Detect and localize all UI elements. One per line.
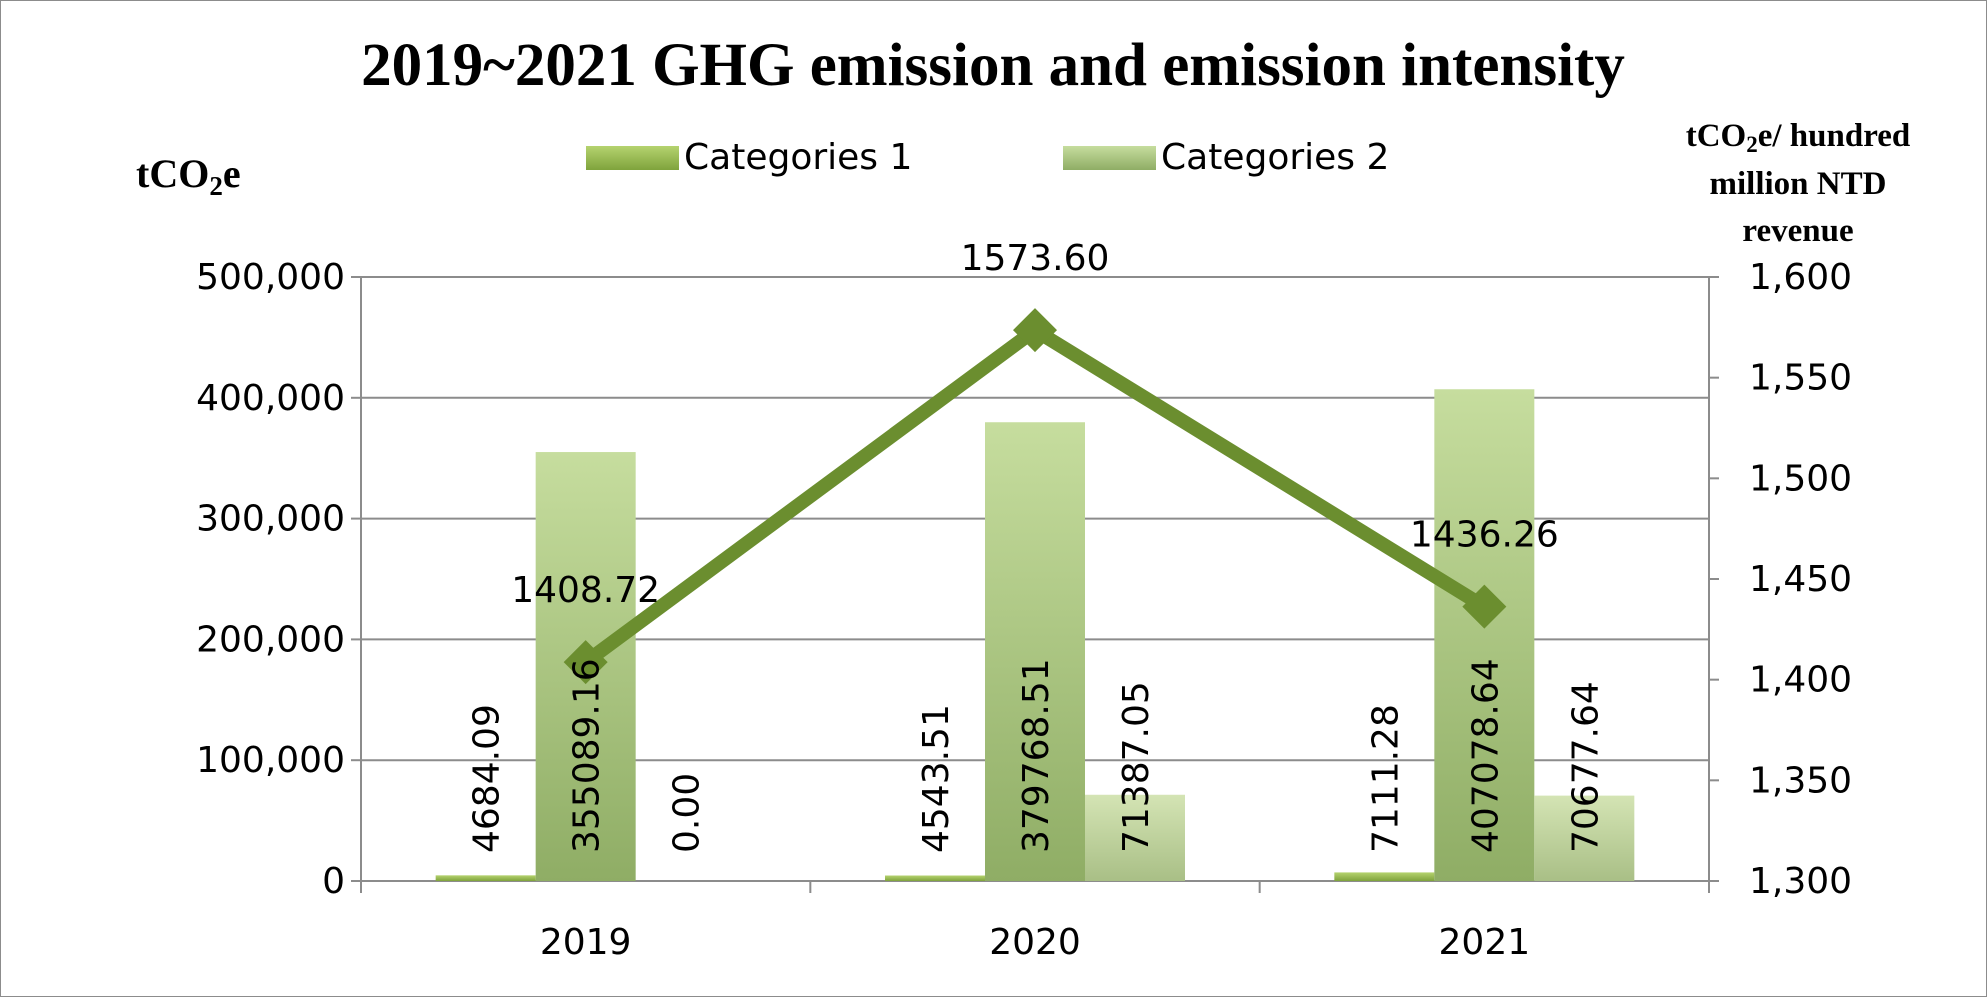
intensity-marker [563, 640, 608, 685]
bar [435, 875, 536, 881]
intensity-data-label: 1573.60 [961, 238, 1110, 279]
intensity-line [563, 308, 1507, 685]
x-tick-label: 2021 [1439, 922, 1531, 963]
y-right-title-tail: e/ hundred [1758, 118, 1911, 154]
y-right-title-main: tCO [1686, 118, 1747, 154]
y-left-tick-label: 500,000 [196, 257, 345, 298]
y-left-axis-title: tCO2e [136, 151, 241, 201]
legend-swatch-categories-2 [1063, 146, 1156, 170]
y-right-tick-label: 1,550 [1749, 358, 1852, 399]
chart-title: 2019~2021 GHG emission and emission inte… [361, 32, 1625, 99]
intensity-marker [1013, 308, 1057, 353]
legend-swatch-categories-1 [586, 146, 679, 170]
y-left-tick-label: 100,000 [196, 740, 345, 781]
legend-label-categories-2: Categories 2 [1161, 137, 1389, 178]
y-left-tick-label: 200,000 [196, 619, 345, 660]
bar-data-label: 70677.64 [1565, 681, 1606, 853]
y-right-axis-title-line1: tCO2e/ hundred [1686, 118, 1911, 157]
bar-data-label: 4543.51 [916, 704, 957, 853]
bar-data-label: 379768.51 [1016, 658, 1057, 853]
y-left-tick-label: 0 [322, 861, 345, 902]
bar-data-label: 7111.28 [1365, 704, 1406, 853]
intensity-data-label: 1436.26 [1410, 515, 1559, 556]
y-right-tick-label: 1,400 [1749, 660, 1852, 701]
bars [435, 389, 1635, 881]
legend-label-categories-1: Categories 1 [684, 137, 912, 178]
y-left-title-tail: e [223, 151, 241, 196]
legend: Categories 1 Categories 2 [586, 137, 1389, 178]
y-left-title-sub: 2 [209, 171, 223, 201]
y-right-title-sub: 2 [1746, 132, 1758, 157]
x-tick-label: 2019 [540, 922, 632, 963]
bar [1434, 389, 1535, 881]
axes: 0 100,000 200,000 300,000 400,000 500,000 1,30… [196, 257, 1852, 963]
bar-data-label: 355089.16 [567, 658, 608, 853]
y-right-axis-title-line2: million NTD [1710, 166, 1887, 202]
bar-data-label: 4684.09 [467, 704, 508, 853]
bar-data-label: 407078.64 [1465, 658, 1506, 853]
y-left-tick-label: 400,000 [196, 378, 345, 419]
y-right-axis-title-line3: revenue [1742, 213, 1853, 249]
bar [1534, 795, 1635, 881]
bar [1334, 872, 1435, 881]
bar [985, 422, 1085, 881]
y-right-tick-label: 1,450 [1749, 559, 1852, 600]
y-left-tick-label: 300,000 [196, 499, 345, 540]
bar-data-label: 71387.05 [1116, 681, 1157, 853]
y-right-tick-label: 1,500 [1749, 458, 1852, 499]
y-right-tick-label: 1,600 [1749, 257, 1852, 298]
x-tick-label: 2020 [989, 922, 1081, 963]
y-right-tick-label: 1,300 [1749, 861, 1852, 902]
y-left-title-main: tCO [136, 151, 209, 196]
intensity-marker [1462, 584, 1507, 629]
data-labels: 4684.09 4543.51 7111.28 355089.16 379768.51 4… [467, 238, 1607, 853]
bar-data-label: 0.00 [667, 773, 708, 853]
intensity-data-label: 1408.72 [511, 570, 660, 611]
y-right-tick-label: 1,350 [1749, 760, 1852, 801]
bar [1085, 794, 1185, 881]
bar [885, 875, 985, 881]
